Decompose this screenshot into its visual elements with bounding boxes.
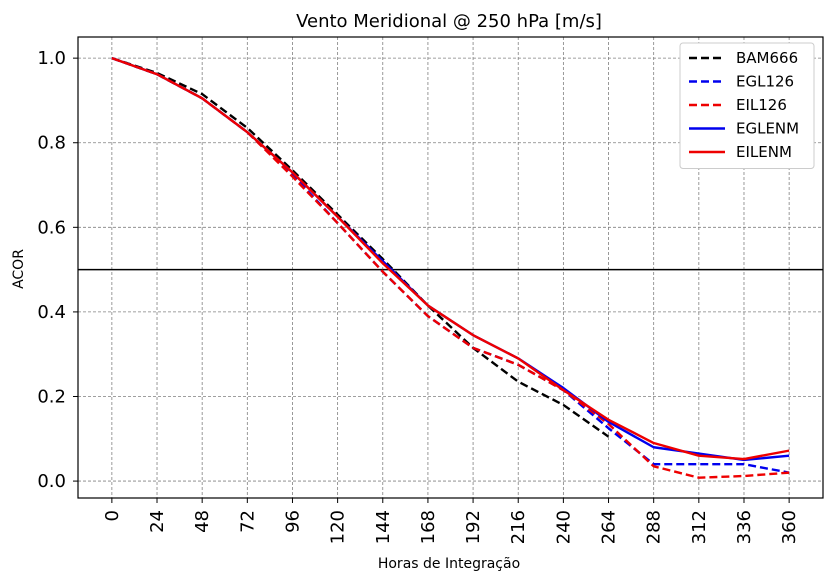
- legend-label-eglenm: EGLENM: [736, 120, 799, 138]
- y-tick-label: 0.6: [37, 217, 66, 238]
- plot-area-frame: [77, 36, 824, 499]
- x-tick-label: 216: [508, 510, 529, 544]
- series-line-eilenm: [111, 57, 790, 461]
- x-tick-label: 240: [553, 510, 574, 544]
- y-axis-label: ACOR: [11, 249, 27, 289]
- x-tick-label: 336: [734, 510, 755, 544]
- x-tick-label: 168: [418, 510, 439, 544]
- y-tick-label: 0.2: [37, 386, 66, 407]
- y-tick-label: 0.4: [37, 302, 66, 323]
- series-line-bam666: [111, 57, 610, 438]
- y-tick-label: 0.0: [37, 471, 66, 492]
- x-tick-label: 312: [689, 510, 710, 544]
- x-tick-label: 288: [644, 510, 665, 544]
- legend: BAM666 EGL126 EIL126 EGLENM EILENM: [679, 42, 815, 169]
- legend-label-eil126: EIL126: [736, 96, 787, 114]
- x-tick-label: 96: [282, 510, 303, 533]
- y-tick-label: 1.0: [37, 48, 66, 69]
- axis-ticks: 0 24 48 72 96 120 144 168 192 216 240 264 288 312 336 3…: [37, 48, 800, 544]
- legend-box: [679, 42, 815, 169]
- legend-label-eilenm: EILENM: [736, 143, 792, 161]
- series-layer: [111, 57, 790, 479]
- legend-label-egl126: EGL126: [736, 73, 794, 91]
- x-tick-label: 0: [102, 510, 123, 521]
- x-axis-label: Horas de Integração: [378, 556, 520, 572]
- x-tick-label: 360: [779, 510, 800, 544]
- x-tick-label: 192: [463, 510, 484, 544]
- y-tick-label: 0.8: [37, 133, 66, 154]
- legend-label-bam666: BAM666: [736, 49, 798, 67]
- chart-title: Vento Meridional @ 250 hPa [m/s]: [296, 11, 602, 32]
- x-tick-label: 144: [373, 510, 394, 544]
- x-tick-label: 48: [192, 510, 213, 533]
- x-tick-label: 120: [328, 510, 349, 544]
- x-tick-label: 24: [147, 510, 168, 533]
- x-tick-label: 72: [237, 510, 258, 533]
- x-tick-label: 264: [599, 510, 620, 544]
